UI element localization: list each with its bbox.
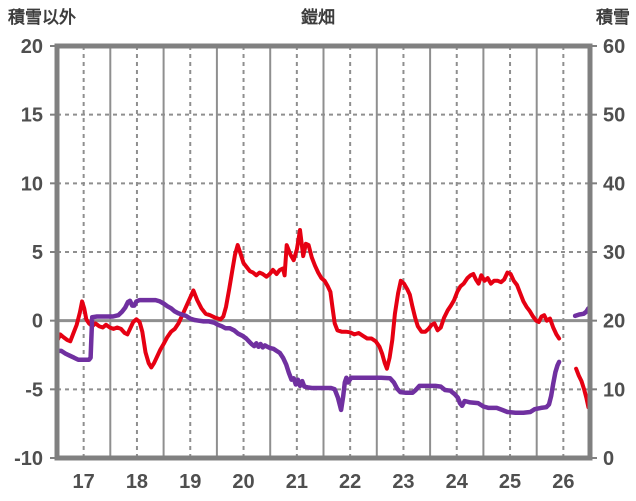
left-axis-tick-label: 10: [21, 173, 43, 195]
right-axis-tick-label: 40: [603, 173, 625, 195]
series-segment: [54, 297, 562, 415]
right-axis-tick-label: 50: [603, 105, 625, 127]
temperature-line: [55, 228, 591, 410]
x-axis-tick-label: 25: [499, 471, 521, 493]
left-axis-tick-label: 5: [32, 242, 43, 264]
grid-lines: [57, 46, 590, 458]
left-axis-tick-label: 0: [32, 311, 43, 333]
x-axis-tick-label: 18: [126, 471, 148, 493]
plot-frame: [54, 43, 593, 461]
chart-title: 鎧畑: [301, 8, 335, 27]
right-axis-tick-label: 20: [603, 311, 625, 333]
left-axis-tick-label: 15: [21, 105, 43, 127]
axis-ticks: [50, 45, 597, 459]
x-axis-tick-label: 20: [232, 471, 254, 493]
x-axis-tick-label: 19: [179, 471, 201, 493]
left-axis-tick-label: -10: [14, 448, 43, 470]
left-axis-title: 積雪以外: [8, 8, 76, 27]
x-axis-tick-label: 17: [73, 471, 95, 493]
x-axis-tick-label: 24: [446, 471, 469, 493]
right-axis-tick-label: 0: [603, 448, 614, 470]
right-axis-tick-label: 30: [603, 242, 625, 264]
series-segment: [574, 366, 591, 410]
series-segment: [55, 228, 562, 371]
x-axis-tick-label: 23: [392, 471, 414, 493]
x-axis-tick-label: 21: [286, 471, 308, 493]
left-axis-tick-label: -5: [25, 379, 43, 401]
right-axis-title: 積雪: [596, 8, 630, 27]
series-segment: [572, 306, 591, 319]
right-axis-tick-label: 60: [603, 36, 625, 58]
left-axis-tick-label: 20: [21, 36, 43, 58]
x-axis-tick-label: 22: [339, 471, 361, 493]
snow-depth-line: [54, 297, 591, 415]
right-axis-tick-label: 10: [603, 379, 625, 401]
x-axis-tick-label: 26: [552, 471, 574, 493]
